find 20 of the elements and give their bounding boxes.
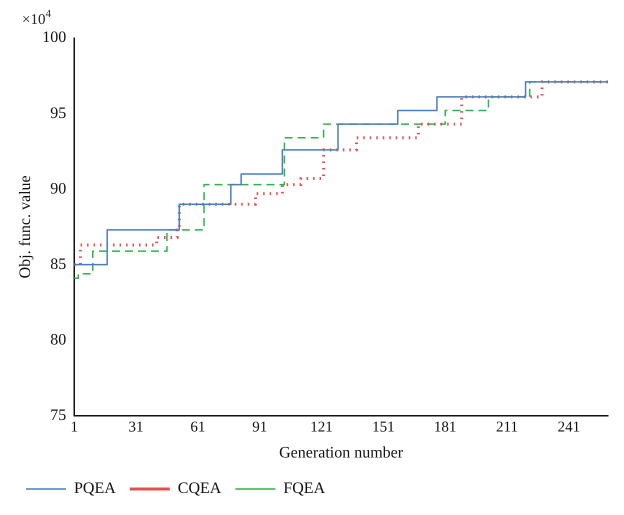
y-tick-label: 75	[50, 407, 66, 424]
x-tick-label: 181	[434, 420, 456, 436]
x-tick-label: 211	[496, 420, 518, 436]
y-axis-title: Obj. func. value	[16, 175, 34, 278]
x-tick-label: 31	[128, 420, 144, 436]
legend-label: FQEA	[283, 480, 326, 498]
x-tick-label: 241	[558, 420, 580, 436]
y-tick-label: 100	[42, 29, 66, 46]
x-axis-title: Generation number	[279, 444, 404, 462]
legend-label: CQEA	[178, 480, 222, 498]
y-tick-label: 95	[50, 104, 66, 122]
x-tick-label: 151	[372, 420, 395, 436]
y-tick-label: 90	[50, 180, 66, 198]
legend-label: PQEA	[74, 480, 116, 498]
y-tick-label: 80	[50, 331, 66, 348]
y-tick-label: 85	[50, 256, 66, 273]
x-tick-label: 121	[310, 420, 333, 436]
x-tick-label: 61	[190, 420, 206, 436]
x-tick-label: 1	[70, 420, 78, 436]
x-tick-label: 91	[252, 420, 268, 436]
